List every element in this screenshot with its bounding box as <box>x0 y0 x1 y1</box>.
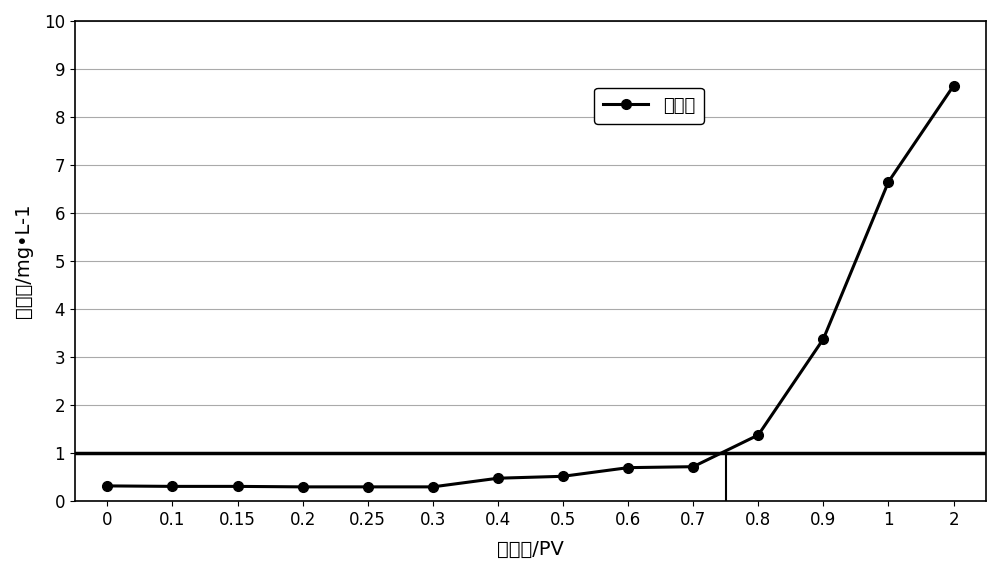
出砂量 <box>622 464 634 471</box>
Y-axis label: 出砂量/mg•L-1: 出砂量/mg•L-1 <box>14 204 33 319</box>
出砂量 <box>492 475 504 482</box>
出砂量 <box>232 483 244 490</box>
出砂量 <box>882 178 894 185</box>
Line: 出砂量: 出砂量 <box>103 81 958 492</box>
出砂量 <box>948 83 960 89</box>
出砂量 <box>687 463 699 470</box>
出砂量 <box>297 484 309 490</box>
出砂量 <box>101 482 113 489</box>
X-axis label: 注入量/PV: 注入量/PV <box>497 540 564 559</box>
出砂量 <box>557 473 569 480</box>
出砂量 <box>752 431 764 438</box>
Legend: 出砂量: 出砂量 <box>594 88 704 124</box>
出砂量 <box>817 335 829 342</box>
出砂量 <box>362 484 374 490</box>
出砂量 <box>166 483 178 490</box>
出砂量 <box>427 484 439 490</box>
